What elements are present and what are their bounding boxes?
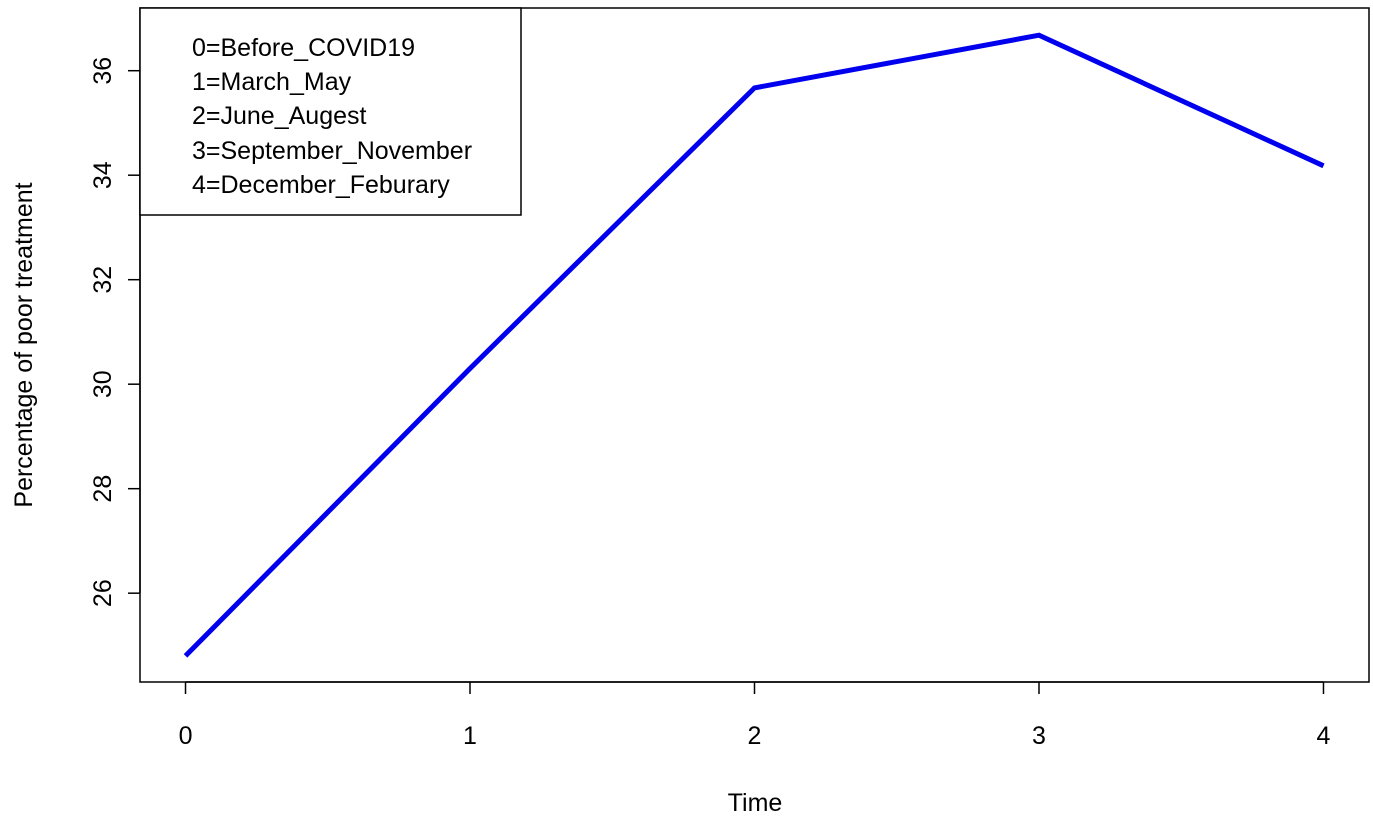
x-tick-label: 4 — [1317, 722, 1331, 750]
y-axis: 26 28 30 32 34 36 — [89, 57, 141, 607]
legend-box — [139, 7, 522, 216]
y-tick-label: 32 — [89, 266, 117, 294]
x-axis-title: Time — [728, 789, 783, 816]
y-tick-label: 30 — [89, 370, 117, 398]
x-axis: 0 1 2 3 4 — [179, 681, 1331, 750]
legend-entry: 1=March_May — [192, 68, 352, 96]
y-tick-label: 26 — [89, 579, 117, 607]
series-line — [183, 32, 1325, 658]
legend: 0=Before_COVID19 1=March_May 2=June_Auge… — [139, 7, 522, 216]
legend-entry: 2=June_Augest — [192, 102, 367, 130]
y-tick-label: 36 — [89, 57, 117, 85]
x-tick-label: 3 — [1032, 722, 1046, 750]
y-axis-title: Percentage of poor treatment — [10, 182, 38, 507]
x-tick-label: 1 — [463, 722, 477, 750]
legend-entry: 0=Before_COVID19 — [192, 34, 415, 62]
legend-entry: 4=December_Feburary — [192, 171, 450, 199]
x-tick-label: 2 — [748, 722, 762, 750]
legend-entry: 3=September_November — [192, 137, 472, 165]
x-tick-label: 0 — [179, 722, 193, 750]
y-tick-label: 28 — [89, 475, 117, 503]
series-layer — [183, 32, 1325, 658]
y-tick-label: 34 — [89, 161, 117, 189]
